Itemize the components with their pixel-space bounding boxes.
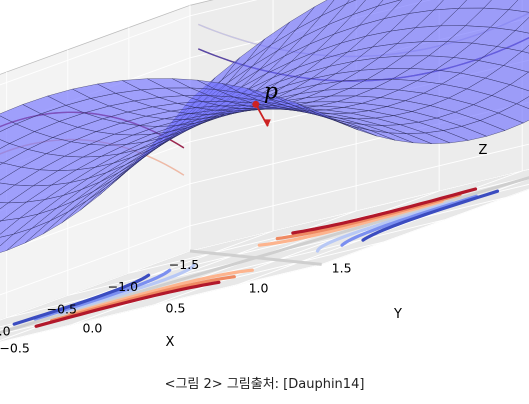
saddle-surface [0,0,529,253]
contour-arc-negative [340,194,478,247]
floor-grid-line-x [0,263,322,343]
left-wall-grid-line-z [0,15,191,86]
y-axis-label: Y [393,307,402,322]
arrow-head [263,119,271,127]
contour-arc-negative [12,273,151,326]
x-axis-label: X [166,335,175,350]
floor-grid-line-y [321,188,529,265]
contour-arc-positive [34,280,221,328]
x-tick-label: −0.5 [47,301,77,316]
back-wall-grid-line-z [189,143,529,227]
left-wall-grid-line-z [0,225,191,296]
contour-arc-positive [49,275,236,323]
floor-contours [12,187,500,328]
surface-patch [0,115,17,132]
surface-patch [0,139,11,149]
x-tick-label: −1.5 [169,257,199,272]
contour-arc-negative [361,189,500,242]
y-tick-label: 0.5 [166,300,186,315]
surface-patch [0,202,9,210]
contour-arc-positive [257,199,444,247]
contour-arc-positive [291,187,478,235]
point-label: p [264,79,278,104]
surface-patch [0,234,14,247]
x-tick-label: 0.0 [0,324,11,339]
y-tick-label: 0.0 [82,320,102,335]
contour-arc-negative [315,200,454,253]
surface-patch [0,220,3,223]
y-tick-label: 1.0 [249,280,269,295]
y-tick-label: −0.5 [0,340,30,355]
contour-arc-positive [275,193,462,241]
figure-caption: <그림 2> 그림출처: [Dauphin14] [164,377,365,392]
floor-diagonal [0,176,529,335]
z-axis-label: Z [479,143,488,158]
x-tick-label: −1.0 [108,279,138,294]
surface-patch [0,182,16,196]
surface-patch [0,161,4,166]
point-marker-group: p [252,79,278,127]
contour-arc-positive [67,268,254,316]
contour-arc-negative [33,268,172,321]
y-tick-label: 1.5 [332,260,352,275]
contour-arc-negative [58,262,196,315]
